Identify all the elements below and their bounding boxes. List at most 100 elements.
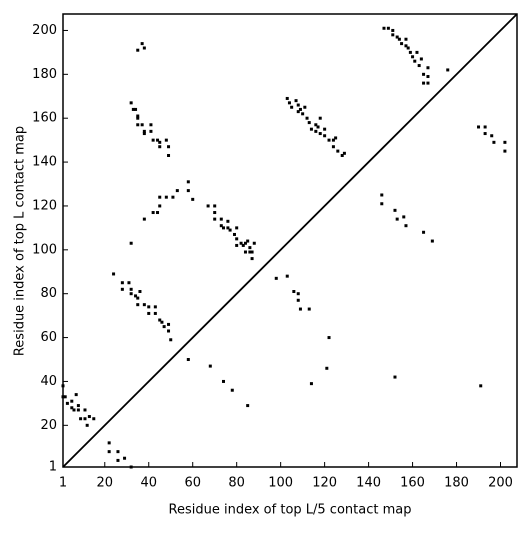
contact-point	[492, 140, 496, 144]
contact-point	[503, 140, 507, 144]
contact-point	[85, 423, 89, 427]
contact-point	[406, 46, 410, 50]
diagonal	[62, 13, 518, 468]
contact-point	[404, 37, 408, 41]
contact-point	[327, 138, 331, 142]
contact-point	[61, 395, 65, 399]
contact-point	[290, 105, 294, 109]
contact-point	[380, 202, 384, 206]
contact-point	[208, 364, 212, 368]
x-tick-label: 140	[356, 476, 381, 491]
contact-point	[422, 72, 426, 76]
contact-point	[309, 382, 313, 386]
contact-point	[307, 121, 311, 125]
contact-point	[382, 26, 386, 30]
y-tick-label: 120	[32, 198, 57, 213]
contact-point	[138, 290, 142, 294]
contact-point	[422, 81, 426, 85]
contact-point	[323, 127, 327, 131]
contact-point	[404, 44, 408, 48]
contact-point	[134, 294, 138, 298]
contact-point	[158, 145, 162, 149]
x-tick-label: 200	[488, 476, 513, 491]
contact-point	[331, 138, 335, 142]
contact-point	[156, 138, 160, 142]
contact-point	[415, 50, 419, 54]
contact-point	[171, 195, 175, 199]
contact-point	[147, 311, 151, 315]
y-tick-label: 200	[32, 23, 57, 38]
x-tick-label: 1	[59, 476, 67, 491]
contact-point	[92, 417, 96, 421]
contact-point	[219, 224, 223, 228]
contact-point	[63, 395, 67, 399]
y-tick-label: 80	[40, 286, 57, 301]
x-tick-label: 80	[228, 476, 245, 491]
contact-point	[107, 450, 111, 454]
contact-point	[323, 134, 327, 138]
contact-point	[107, 441, 111, 445]
contact-point	[219, 217, 223, 221]
contact-point	[296, 103, 300, 107]
contact-point	[314, 129, 318, 133]
contact-point	[274, 276, 278, 280]
contact-point	[426, 75, 430, 79]
contact-point	[83, 408, 87, 412]
contact-point	[331, 145, 335, 149]
contact-point	[483, 125, 487, 129]
x-tick-label: 60	[184, 476, 201, 491]
contact-point	[221, 379, 225, 383]
contact-point	[186, 189, 190, 193]
contact-point	[191, 197, 195, 201]
contact-point	[477, 125, 481, 129]
contact-point	[422, 230, 426, 234]
contact-point	[134, 107, 138, 111]
contact-point	[400, 42, 404, 46]
contact-point	[112, 272, 116, 276]
contact-point	[479, 384, 483, 388]
y-tick-label: 40	[40, 374, 57, 389]
contact-point	[140, 42, 144, 46]
contact-point	[503, 149, 507, 153]
contact-point	[408, 50, 412, 54]
contact-point	[156, 211, 160, 215]
contact-point	[129, 101, 133, 105]
contact-point	[397, 37, 401, 41]
contact-point	[142, 132, 146, 136]
contact-point	[402, 215, 406, 219]
contact-point	[391, 33, 395, 37]
contact-point	[417, 64, 421, 68]
contact-point	[430, 239, 434, 243]
contact-point	[120, 281, 124, 285]
contact-point	[167, 329, 171, 333]
contact-point	[298, 107, 302, 111]
y-tick-label: 180	[32, 67, 57, 82]
contact-point	[318, 116, 322, 120]
contact-point	[325, 366, 329, 370]
contact-point	[316, 125, 320, 129]
contact-point	[395, 217, 399, 221]
contact-point	[342, 151, 346, 155]
contact-point	[252, 241, 256, 245]
contact-point	[318, 132, 322, 136]
contact-point	[87, 415, 91, 419]
contact-point	[186, 180, 190, 184]
contact-point	[79, 417, 83, 421]
contact-point	[142, 46, 146, 50]
y-tick-label: 20	[40, 418, 57, 433]
contact-point	[158, 195, 162, 199]
contact-point	[292, 290, 296, 294]
contact-point	[147, 305, 151, 309]
contact-point	[296, 292, 300, 296]
contact-point	[490, 134, 494, 138]
contact-point	[164, 138, 168, 142]
contact-point	[70, 406, 74, 410]
contact-point	[241, 243, 245, 247]
contact-point	[391, 28, 395, 32]
contact-point	[74, 393, 78, 397]
contact-point	[213, 204, 217, 208]
contact-point	[72, 408, 76, 412]
contact-point	[296, 110, 300, 114]
contact-point	[61, 384, 65, 388]
contact-point	[305, 116, 309, 120]
